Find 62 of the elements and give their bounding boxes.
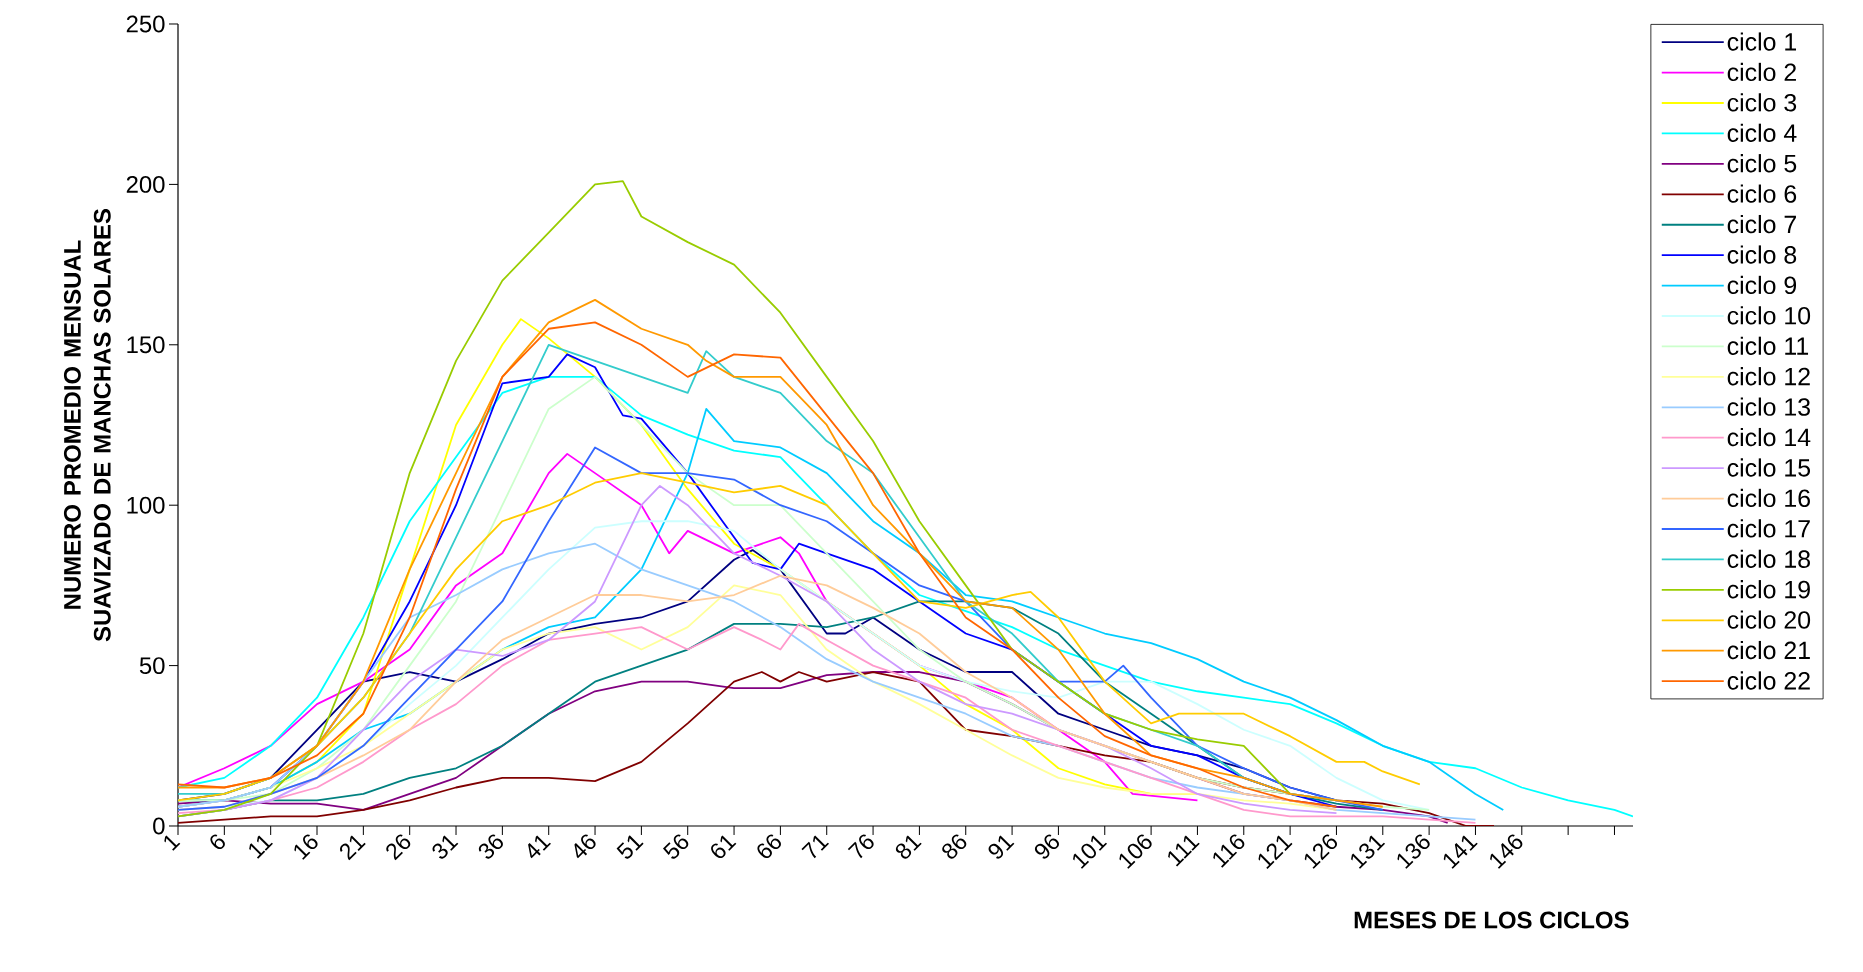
x-tick-label: 51 bbox=[616, 835, 644, 859]
legend-label: ciclo 18 bbox=[1727, 549, 1810, 568]
x-tick-label: 121 bbox=[1258, 835, 1293, 869]
x-tick-label: 6 bbox=[210, 834, 225, 850]
legend-label: ciclo 22 bbox=[1727, 671, 1810, 690]
legend-label: ciclo 7 bbox=[1727, 214, 1796, 234]
legend-label: ciclo 19 bbox=[1727, 580, 1810, 599]
x-tick-label: 131 bbox=[1351, 835, 1386, 869]
y-tick-label: 50 bbox=[139, 657, 165, 675]
x-tick-label: 71 bbox=[801, 835, 830, 859]
legend-label: ciclo 11 bbox=[1727, 336, 1809, 355]
x-tick-label: 56 bbox=[662, 834, 689, 859]
y-tick-label: 200 bbox=[126, 175, 165, 193]
x-axis-title: MESES DE LOS CICLOS bbox=[1354, 911, 1629, 929]
x-tick-label: 61 bbox=[711, 835, 737, 859]
x-tick-label: 86 bbox=[942, 834, 967, 859]
x-tick-label: 31 bbox=[432, 835, 459, 859]
legend-label: ciclo 21 bbox=[1727, 640, 1810, 660]
x-tick-label: 26 bbox=[386, 834, 411, 861]
legend-label: ciclo 17 bbox=[1727, 519, 1810, 538]
x-tick-label: 146 bbox=[1490, 834, 1523, 869]
x-tick-label: 111 bbox=[1168, 835, 1200, 867]
x-tick-label: 126 bbox=[1304, 834, 1338, 869]
x-tick-label: 41 bbox=[528, 835, 551, 859]
x-tick-label: 101 bbox=[1073, 835, 1108, 869]
legend-label: ciclo 1 bbox=[1727, 32, 1797, 51]
line-series bbox=[178, 375, 1634, 818]
x-tick-label: 136 bbox=[1397, 834, 1430, 869]
x-tick-label: 36 bbox=[478, 834, 503, 859]
legend-label: ciclo 15 bbox=[1727, 458, 1811, 477]
x-tick-label: 91 bbox=[988, 835, 1015, 859]
x-tick-label: 96 bbox=[1034, 834, 1059, 859]
y-tick-label: 250 bbox=[126, 15, 165, 33]
legend-label: ciclo 20 bbox=[1727, 610, 1811, 629]
x-tick-label: 81 bbox=[895, 835, 922, 859]
x-tick-label: 11 bbox=[249, 835, 273, 859]
x-tick-label: 16 bbox=[294, 834, 318, 860]
y-axis-title: NUMERO PROMEDIO MENSUAL SUAVIZADO DE MANCHAS SOLARES bbox=[63, 209, 111, 642]
y-tick-label: 100 bbox=[127, 496, 165, 514]
x-tick-label: 46 bbox=[574, 834, 596, 859]
y-tick-label: 150 bbox=[127, 336, 165, 354]
legend-label: ciclo 14 bbox=[1727, 427, 1811, 447]
line-series bbox=[178, 180, 1292, 818]
legend-label: ciclo 9 bbox=[1727, 275, 1797, 295]
x-tick-label: 141 bbox=[1443, 835, 1478, 869]
y-tick-label: 0 bbox=[153, 817, 165, 835]
legend-label: ciclo 12 bbox=[1727, 367, 1810, 386]
legend-label: ciclo 2 bbox=[1727, 62, 1796, 82]
x-tick-label: 106 bbox=[1119, 834, 1152, 869]
x-tick-label: 1 bbox=[164, 835, 181, 851]
legend-label: ciclo 16 bbox=[1727, 488, 1810, 508]
x-tick-label: 116 bbox=[1213, 834, 1245, 868]
legend-label: ciclo 13 bbox=[1727, 397, 1810, 416]
x-tick-label: 21 bbox=[339, 835, 366, 861]
legend-label: ciclo 3 bbox=[1727, 93, 1797, 112]
x-tick-label: 66 bbox=[757, 834, 781, 859]
legend-label: ciclo 6 bbox=[1727, 184, 1797, 203]
legend-label: ciclo 4 bbox=[1727, 123, 1797, 142]
legend-label: ciclo 8 bbox=[1727, 245, 1797, 264]
legend-label: ciclo 10 bbox=[1727, 306, 1811, 325]
legend-label: ciclo 5 bbox=[1727, 154, 1797, 173]
x-tick-label: 76 bbox=[847, 834, 874, 859]
